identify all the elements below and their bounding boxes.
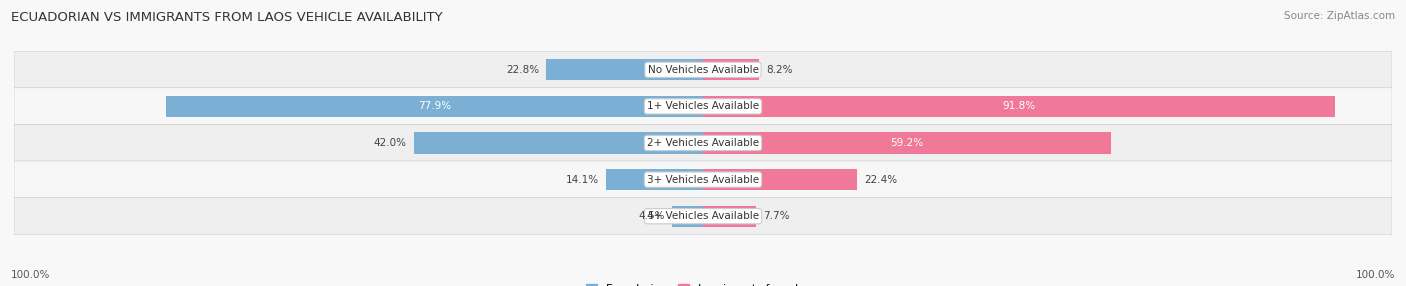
Bar xyxy=(606,169,703,190)
Text: ECUADORIAN VS IMMIGRANTS FROM LAOS VEHICLE AVAILABILITY: ECUADORIAN VS IMMIGRANTS FROM LAOS VEHIC… xyxy=(11,11,443,24)
Text: 4+ Vehicles Available: 4+ Vehicles Available xyxy=(647,211,759,221)
Bar xyxy=(703,132,1111,154)
FancyBboxPatch shape xyxy=(14,124,1392,162)
Text: 4.5%: 4.5% xyxy=(638,211,665,221)
Text: 2+ Vehicles Available: 2+ Vehicles Available xyxy=(647,138,759,148)
Text: No Vehicles Available: No Vehicles Available xyxy=(648,65,758,75)
Text: 1+ Vehicles Available: 1+ Vehicles Available xyxy=(647,102,759,111)
Bar xyxy=(703,96,1336,117)
FancyBboxPatch shape xyxy=(14,198,1392,235)
Bar xyxy=(413,132,703,154)
Text: 91.8%: 91.8% xyxy=(1002,102,1036,111)
Text: 8.2%: 8.2% xyxy=(766,65,793,75)
Text: 22.4%: 22.4% xyxy=(865,175,897,184)
Text: 100.0%: 100.0% xyxy=(1355,270,1395,280)
Legend: Ecuadorian, Immigrants from Laos: Ecuadorian, Immigrants from Laos xyxy=(582,279,824,286)
Text: 22.8%: 22.8% xyxy=(506,65,538,75)
Text: 14.1%: 14.1% xyxy=(565,175,599,184)
Text: Source: ZipAtlas.com: Source: ZipAtlas.com xyxy=(1284,11,1395,21)
Text: 3+ Vehicles Available: 3+ Vehicles Available xyxy=(647,175,759,184)
Bar xyxy=(672,206,703,227)
FancyBboxPatch shape xyxy=(14,161,1392,198)
Bar xyxy=(703,169,858,190)
Bar xyxy=(703,59,759,80)
Text: 77.9%: 77.9% xyxy=(418,102,451,111)
FancyBboxPatch shape xyxy=(14,51,1392,88)
Text: 7.7%: 7.7% xyxy=(763,211,789,221)
Bar xyxy=(546,59,703,80)
Bar xyxy=(166,96,703,117)
Text: 100.0%: 100.0% xyxy=(11,270,51,280)
Bar xyxy=(703,206,756,227)
Text: 59.2%: 59.2% xyxy=(890,138,924,148)
FancyBboxPatch shape xyxy=(14,88,1392,125)
Text: 42.0%: 42.0% xyxy=(374,138,406,148)
